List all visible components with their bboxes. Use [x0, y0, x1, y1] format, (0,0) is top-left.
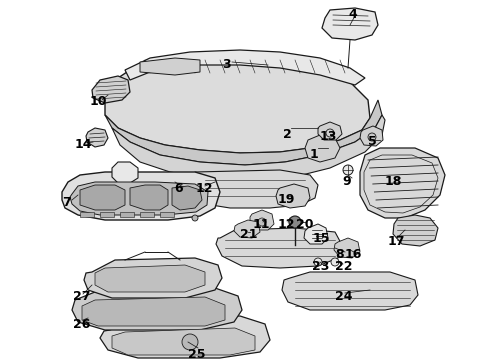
Circle shape [182, 334, 198, 350]
Polygon shape [130, 185, 168, 210]
Polygon shape [112, 328, 255, 355]
Polygon shape [100, 316, 270, 358]
Text: 6: 6 [174, 182, 183, 195]
Polygon shape [140, 212, 154, 217]
Text: 5: 5 [368, 135, 377, 148]
Polygon shape [86, 128, 108, 147]
Text: 26: 26 [73, 318, 90, 331]
Text: 2: 2 [283, 128, 292, 141]
Polygon shape [250, 210, 274, 230]
Circle shape [289, 216, 301, 228]
Polygon shape [95, 265, 205, 292]
Polygon shape [100, 212, 114, 217]
Polygon shape [360, 126, 383, 146]
Polygon shape [276, 184, 310, 208]
Circle shape [192, 215, 198, 221]
Polygon shape [360, 148, 445, 218]
Text: 12: 12 [196, 182, 214, 195]
Text: 23: 23 [312, 260, 329, 273]
Polygon shape [62, 172, 220, 220]
Text: 9: 9 [342, 175, 351, 188]
Polygon shape [305, 135, 340, 162]
Polygon shape [72, 288, 242, 330]
Polygon shape [234, 220, 260, 238]
Text: 27: 27 [73, 290, 91, 303]
Circle shape [314, 258, 322, 266]
Text: 14: 14 [75, 138, 93, 151]
Polygon shape [172, 186, 202, 210]
Polygon shape [282, 272, 418, 310]
Circle shape [326, 129, 334, 137]
Polygon shape [82, 297, 225, 326]
Polygon shape [80, 212, 94, 217]
Polygon shape [304, 224, 328, 244]
Polygon shape [334, 238, 360, 258]
Polygon shape [125, 50, 365, 85]
Polygon shape [322, 8, 378, 40]
Polygon shape [140, 58, 200, 75]
Text: 3: 3 [222, 58, 231, 71]
Polygon shape [216, 228, 342, 268]
Circle shape [258, 218, 266, 226]
Text: 1: 1 [310, 148, 319, 161]
Text: 10: 10 [90, 95, 107, 108]
Circle shape [368, 133, 376, 141]
Text: 12: 12 [278, 218, 295, 231]
Polygon shape [112, 115, 385, 180]
Text: 16: 16 [345, 248, 363, 261]
Text: 17: 17 [388, 235, 406, 248]
Circle shape [331, 258, 339, 266]
Text: 7: 7 [62, 196, 71, 209]
Text: 24: 24 [335, 290, 352, 303]
Text: 25: 25 [188, 348, 205, 360]
Polygon shape [92, 76, 130, 103]
Text: 11: 11 [253, 218, 270, 231]
Text: 20: 20 [296, 218, 314, 231]
Text: 21: 21 [240, 228, 258, 241]
Polygon shape [193, 170, 318, 208]
Text: 13: 13 [320, 130, 338, 143]
Polygon shape [105, 58, 370, 153]
Text: 18: 18 [385, 175, 402, 188]
Polygon shape [84, 258, 222, 298]
Polygon shape [70, 182, 208, 215]
Polygon shape [80, 185, 125, 210]
Text: 22: 22 [335, 260, 352, 273]
Text: 4: 4 [348, 8, 357, 21]
Text: 8: 8 [335, 248, 343, 261]
Polygon shape [120, 212, 134, 217]
Circle shape [343, 165, 353, 175]
Text: 19: 19 [278, 193, 295, 206]
Polygon shape [105, 100, 382, 165]
Polygon shape [393, 215, 438, 246]
Polygon shape [112, 162, 138, 183]
Text: 15: 15 [313, 232, 330, 245]
Polygon shape [160, 212, 174, 217]
Polygon shape [318, 122, 342, 140]
